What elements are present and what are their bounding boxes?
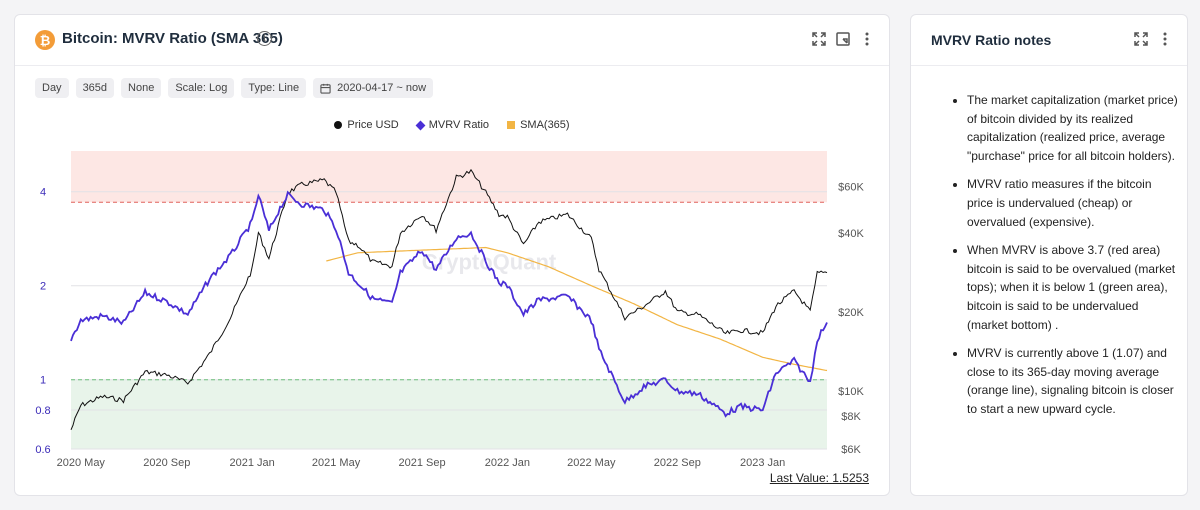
legend-sma-marker [507, 121, 516, 129]
interval-button[interactable]: Day [35, 78, 69, 98]
undervalued-zone [71, 379, 827, 449]
expand-icon[interactable] [811, 31, 827, 47]
chart-toolbar: Day 365d None Scale: Log Type: Line 2020… [35, 78, 434, 98]
x-axis-tick-label: 2020 May [57, 457, 106, 469]
legend-item-price[interactable]: Price USD [334, 119, 399, 131]
chart-card-header: ₿ Bitcoin: MVRV Ratio (SMA 365) i [15, 15, 889, 66]
chart-plot: CryptoQuant0.60.8124$6K$8K$10K$20K$40K$6… [35, 151, 865, 469]
notes-expand-icon[interactable] [1133, 31, 1149, 47]
left-axis-tick-label: 4 [40, 187, 46, 199]
x-axis-tick-label: 2021 Jan [229, 457, 274, 469]
x-axis-tick-label: 2021 Sep [399, 457, 446, 469]
notes-more-options-icon[interactable] [1157, 31, 1173, 47]
legend-mvrv-label: MVRV Ratio [428, 119, 490, 131]
mvrv-ratio-line [70, 190, 828, 418]
legend-item-sma[interactable]: SMA(365) [507, 119, 570, 131]
x-axis-tick-label: 2021 May [312, 457, 361, 469]
sma-365-line [326, 246, 828, 372]
chart-card: ₿ Bitcoin: MVRV Ratio (SMA 365) i Day 36… [14, 14, 890, 496]
info-icon[interactable]: i [257, 31, 272, 46]
note-item: When MVRV is above 3.7 (red area) bitcoi… [967, 241, 1179, 334]
x-axis-tick-label: 2022 Jan [485, 457, 530, 469]
note-item: The market capitalization (market price)… [967, 91, 1179, 165]
notes-title: MVRV Ratio notes [931, 32, 1052, 48]
date-range-label: 2020-04-17 ~ now [337, 82, 427, 94]
x-axis-tick-label: 2023 Jan [740, 457, 785, 469]
notes-card: MVRV Ratio notes The market capitalizati… [910, 14, 1188, 496]
right-axis-tick-label: $40K [838, 228, 864, 240]
type-button[interactable]: Type: Line [241, 78, 307, 98]
left-axis-tick-label: 0.6 [35, 444, 50, 456]
x-axis-tick-label: 2022 Sep [654, 457, 701, 469]
bitcoin-logo-icon: ₿ [35, 30, 55, 50]
left-axis-tick-label: 2 [40, 281, 46, 293]
x-axis-tick-label: 2022 May [567, 457, 616, 469]
more-options-icon[interactable] [859, 31, 875, 47]
price-usd-line [70, 168, 828, 430]
right-axis-tick-label: $10K [838, 386, 864, 398]
right-axis-tick-label: $60K [838, 182, 864, 194]
overvalued-zone [71, 151, 827, 203]
chart-legend: Price USD MVRV Ratio SMA(365) [15, 119, 889, 131]
notes-list: The market capitalization (market price)… [949, 91, 1179, 429]
left-axis-tick-label: 1 [40, 375, 46, 387]
legend-price-label: Price USD [347, 119, 399, 131]
note-item: MVRV is currently above 1 (1.07) and clo… [967, 344, 1179, 418]
left-axis-tick-label: 0.8 [35, 405, 50, 417]
calendar-icon [320, 83, 331, 94]
smoothing-button[interactable]: None [121, 78, 162, 98]
right-axis-tick-label: $20K [838, 307, 864, 319]
last-value-link[interactable]: Last Value: 1.5253 [769, 471, 869, 485]
legend-item-mvrv[interactable]: MVRV Ratio [415, 119, 490, 131]
window-button[interactable]: 365d [75, 78, 115, 98]
right-axis-tick-label: $8K [841, 411, 861, 423]
chart-title: Bitcoin: MVRV Ratio (SMA 365) [62, 30, 283, 47]
legend-price-marker [334, 121, 343, 129]
scale-button[interactable]: Scale: Log [168, 78, 235, 98]
x-axis-tick-label: 2020 Sep [143, 457, 190, 469]
right-axis-tick-label: $6K [841, 444, 861, 456]
notes-card-header: MVRV Ratio notes [911, 15, 1187, 66]
popout-icon[interactable] [835, 31, 851, 47]
note-item: MVRV ratio measures if the bitcoin price… [967, 175, 1179, 231]
date-range-button[interactable]: 2020-04-17 ~ now [313, 78, 434, 98]
legend-sma-label: SMA(365) [520, 119, 570, 131]
